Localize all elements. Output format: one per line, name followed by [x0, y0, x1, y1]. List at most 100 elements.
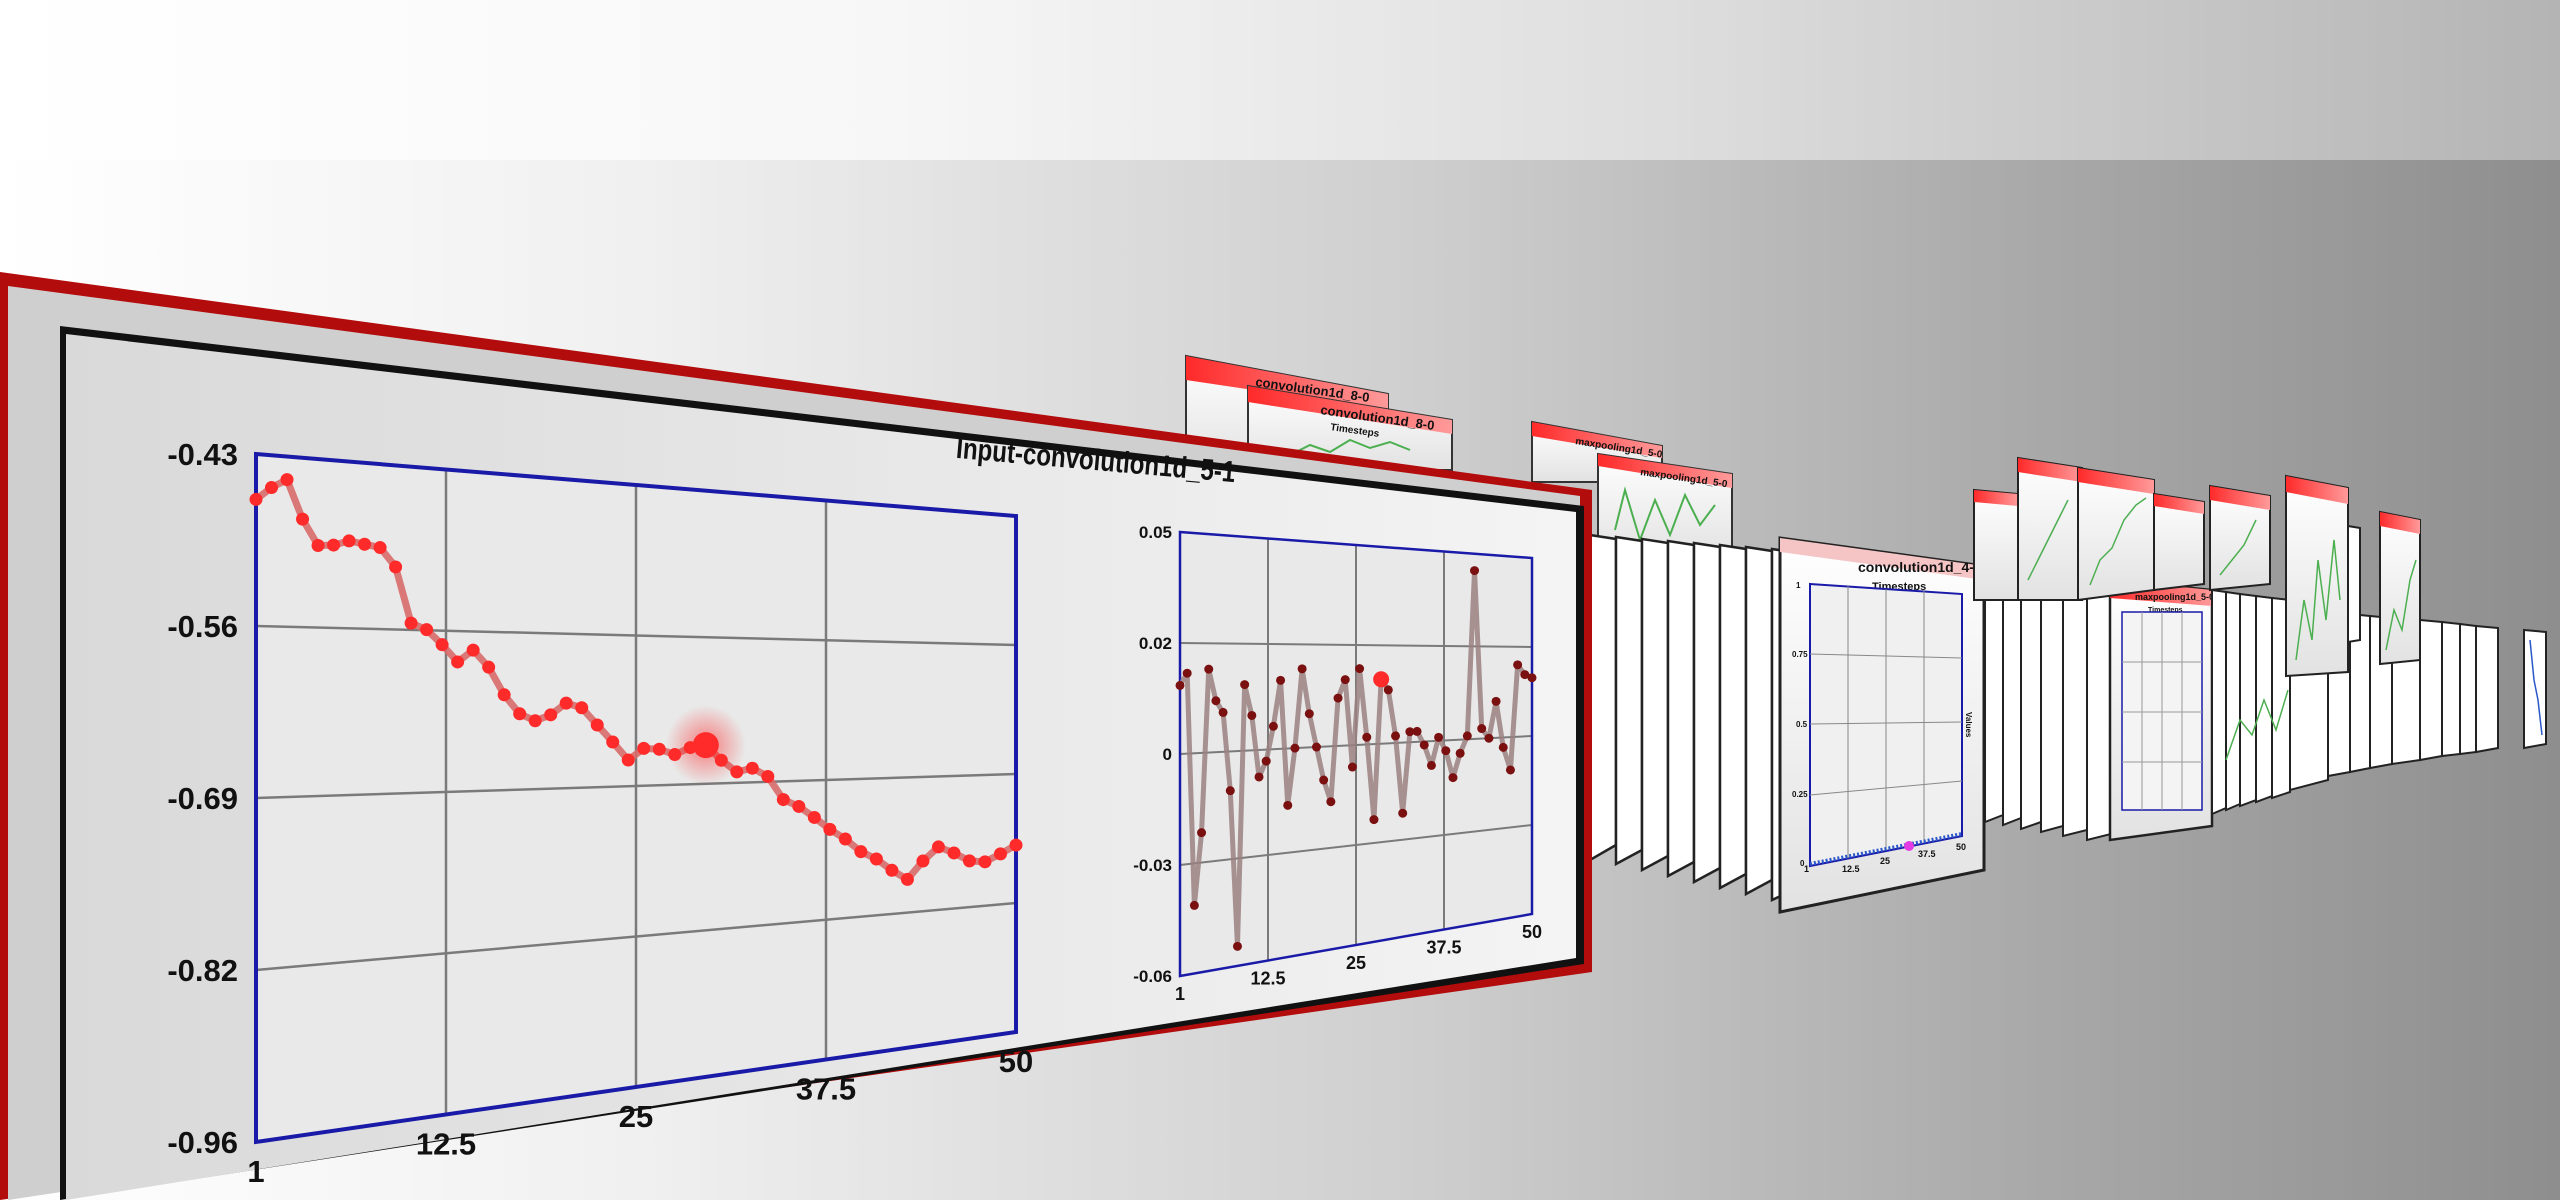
- chart2-point[interactable]: [1340, 675, 1350, 685]
- chart2-point[interactable]: [1175, 680, 1185, 690]
- chart1-point[interactable]: [1009, 838, 1023, 852]
- chart1-point[interactable]: [714, 753, 728, 767]
- chart2-point[interactable]: [1276, 675, 1286, 685]
- chart1-point[interactable]: [838, 832, 852, 846]
- chart1-point[interactable]: [497, 688, 511, 702]
- chart2-point[interactable]: [1347, 762, 1357, 772]
- chart1-point[interactable]: [637, 741, 651, 755]
- chart2-point[interactable]: [1391, 731, 1401, 741]
- chart2-point[interactable]: [1297, 664, 1307, 674]
- chart1-point[interactable]: [931, 840, 945, 854]
- chart2-point[interactable]: [1491, 696, 1501, 706]
- chart1-point[interactable]: [606, 735, 620, 749]
- chart2-point[interactable]: [1470, 566, 1480, 576]
- chart2-highlight-point[interactable]: [1373, 671, 1390, 688]
- chart2-point[interactable]: [1426, 760, 1436, 770]
- chart2-point[interactable]: [1419, 740, 1429, 750]
- chart1-point[interactable]: [621, 753, 635, 767]
- chart1-point[interactable]: [249, 492, 263, 506]
- chart1-point[interactable]: [513, 707, 527, 721]
- chart2-point[interactable]: [1455, 748, 1465, 758]
- chart1-point[interactable]: [916, 854, 930, 868]
- chart1-point[interactable]: [327, 538, 341, 552]
- chart1-point[interactable]: [358, 537, 372, 551]
- chart2-point[interactable]: [1434, 732, 1444, 742]
- chart2-point[interactable]: [1247, 710, 1257, 720]
- chart2-point[interactable]: [1441, 746, 1451, 756]
- chart2-point[interactable]: [1477, 724, 1487, 734]
- chart2-point[interactable]: [1369, 815, 1379, 825]
- chart2-point[interactable]: [1412, 726, 1422, 736]
- chart2-point[interactable]: [1362, 732, 1372, 742]
- chart2-point[interactable]: [1520, 670, 1530, 680]
- chart2-point[interactable]: [1204, 664, 1214, 674]
- chart1-point[interactable]: [807, 810, 821, 824]
- chart1-point[interactable]: [854, 845, 868, 859]
- chart2-point[interactable]: [1218, 707, 1228, 717]
- chart1-point[interactable]: [776, 793, 790, 807]
- chart2-point[interactable]: [1383, 685, 1393, 695]
- chart1-point[interactable]: [559, 696, 573, 710]
- chart2-point[interactable]: [1527, 673, 1537, 683]
- chart1-point[interactable]: [482, 660, 496, 674]
- chart2-point[interactable]: [1304, 709, 1314, 719]
- chart2-point[interactable]: [1225, 786, 1235, 796]
- chart1-point[interactable]: [885, 863, 899, 877]
- chart1-point[interactable]: [296, 512, 310, 526]
- chart1-point[interactable]: [420, 623, 434, 637]
- mini-panel-maxpool-a[interactable]: maxpooling1d_5-0: [1531, 420, 1663, 483]
- chart1-point[interactable]: [590, 718, 604, 732]
- chart1-point[interactable]: [869, 852, 883, 866]
- chart2-point[interactable]: [1398, 808, 1408, 818]
- chart2-point[interactable]: [1505, 765, 1515, 775]
- chart2-point[interactable]: [1211, 696, 1221, 706]
- chart1-point[interactable]: [451, 655, 465, 669]
- chart2-point[interactable]: [1268, 721, 1278, 731]
- chart1-point[interactable]: [265, 481, 279, 495]
- chart1-point[interactable]: [652, 742, 666, 756]
- chart1-point[interactable]: [544, 708, 558, 722]
- chart1-point[interactable]: [900, 872, 914, 886]
- chart2-point[interactable]: [1355, 664, 1365, 674]
- chart2-point[interactable]: [1197, 828, 1207, 838]
- chart2-point[interactable]: [1254, 772, 1264, 782]
- chart2-point[interactable]: [1283, 800, 1293, 810]
- chart1-point[interactable]: [435, 638, 449, 652]
- chart2-point[interactable]: [1311, 742, 1321, 752]
- chart2-point[interactable]: [1333, 693, 1343, 703]
- chart1-point[interactable]: [575, 701, 589, 715]
- chart1-point[interactable]: [761, 769, 775, 783]
- chart1-point[interactable]: [466, 643, 480, 657]
- chart1-point[interactable]: [342, 534, 356, 548]
- chart2-point[interactable]: [1290, 743, 1300, 753]
- chart2-point[interactable]: [1319, 775, 1329, 785]
- chart1-point[interactable]: [528, 714, 542, 728]
- chart1-highlight-point[interactable]: [692, 732, 719, 759]
- mini-panel-conv4-0[interactable]: convolution1d_4-0 Timesteps Values 1 12.…: [1778, 536, 1986, 914]
- chart1-point[interactable]: [373, 541, 387, 555]
- chart2-point[interactable]: [1232, 941, 1242, 951]
- chart1-point[interactable]: [823, 822, 837, 836]
- chart2-point[interactable]: [1498, 742, 1508, 752]
- chart1-point[interactable]: [993, 847, 1007, 861]
- chart1-point[interactable]: [668, 748, 682, 762]
- chart2-point[interactable]: [1326, 797, 1336, 807]
- chart1-point[interactable]: [730, 765, 744, 779]
- chart1-point[interactable]: [962, 854, 976, 868]
- chart1-point[interactable]: [792, 799, 806, 813]
- chart2-point[interactable]: [1261, 756, 1271, 766]
- chart1-point[interactable]: [280, 473, 294, 487]
- chart2-point[interactable]: [1405, 727, 1415, 737]
- chart2-point[interactable]: [1448, 773, 1458, 783]
- mini-panel-conv8-b[interactable]: convolution1d_8-0 Timesteps: [1247, 384, 1453, 471]
- chart2-point[interactable]: [1462, 731, 1472, 741]
- chart1-point[interactable]: [311, 539, 325, 553]
- chart1-point[interactable]: [404, 616, 418, 630]
- chart1-point[interactable]: [389, 560, 403, 574]
- chart1-point[interactable]: [745, 761, 759, 775]
- chart1-point[interactable]: [978, 855, 992, 869]
- chart2-point[interactable]: [1513, 660, 1523, 670]
- mini-panel-maxpool-b[interactable]: maxpooling1d_5-0: [1597, 452, 1733, 561]
- mini-panel-maxpool-main[interactable]: maxpooling1d_5-0 Timesteps: [2108, 578, 2214, 842]
- chart2-point[interactable]: [1240, 680, 1250, 690]
